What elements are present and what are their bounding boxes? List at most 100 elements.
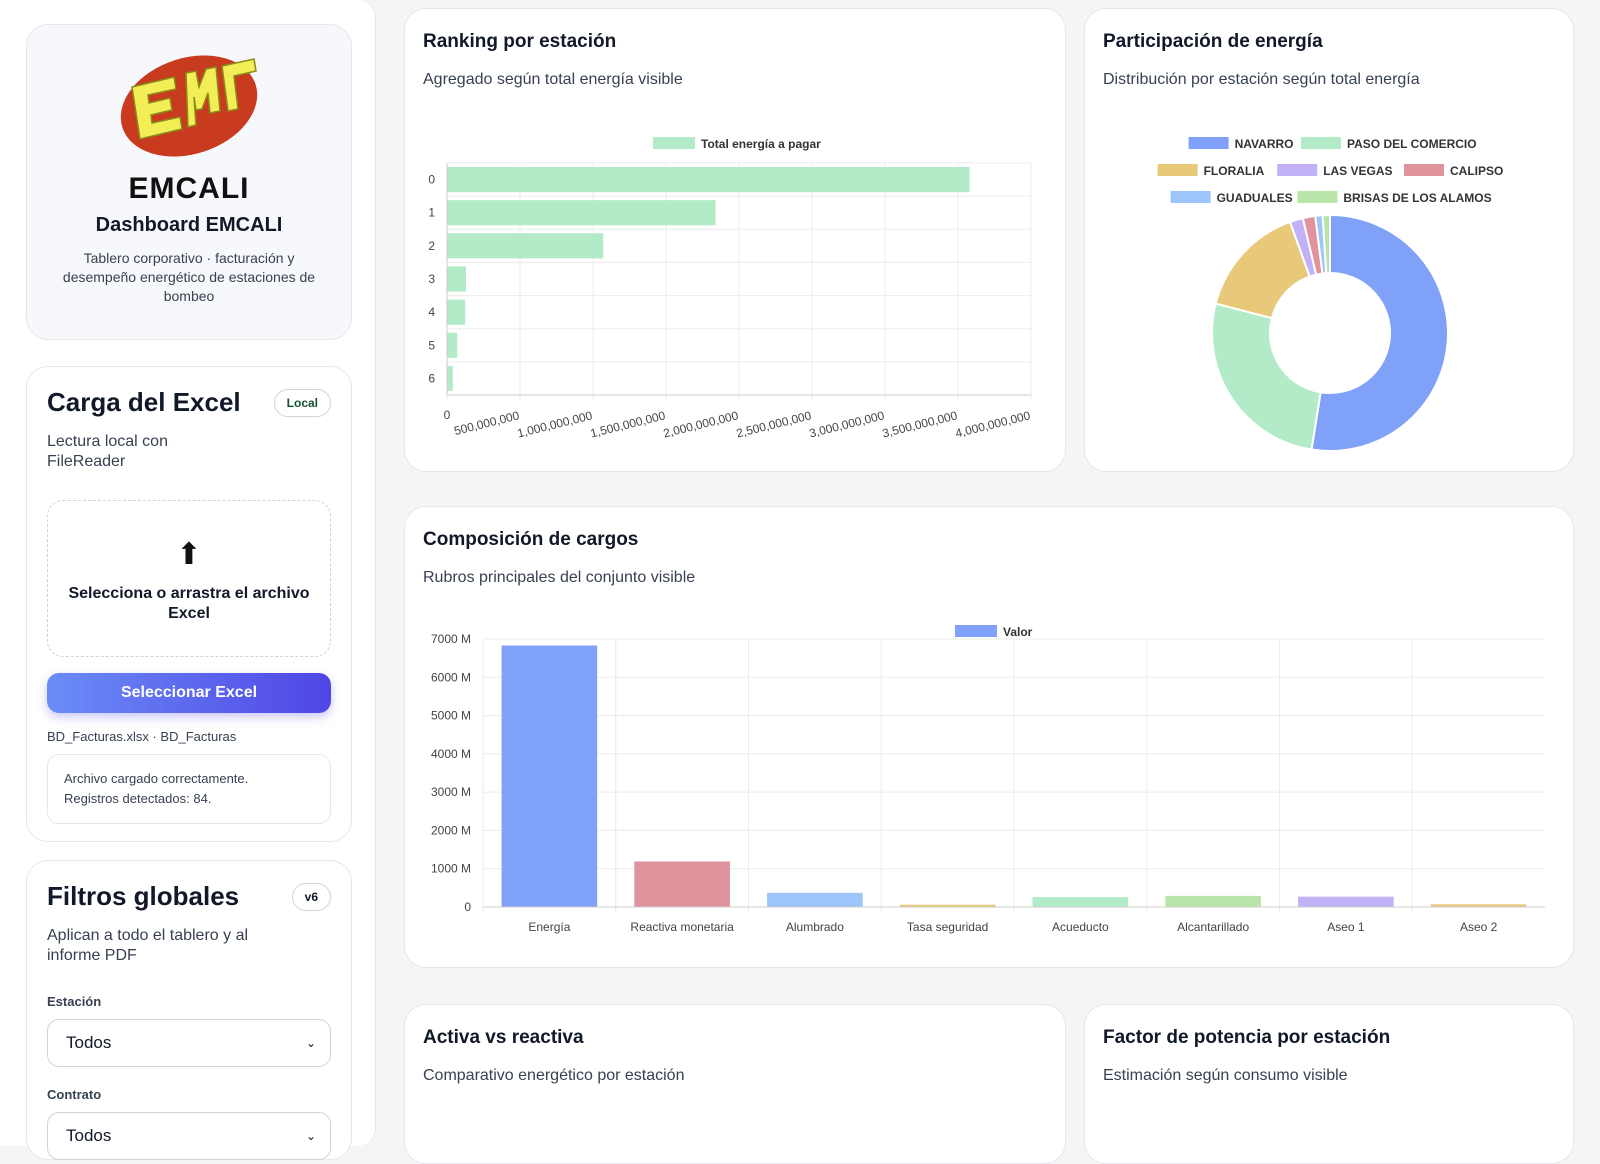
share-subtitle: Distribución por estación según total en…: [1103, 71, 1420, 88]
x-tick-label: Tasa seguridad: [907, 920, 988, 934]
version-badge: v6: [291, 883, 331, 911]
bar: [447, 233, 604, 259]
brand-card: EMCALI Dashboard EMCALI Tablero corporat…: [26, 24, 352, 340]
y-tick-label: 2000 M: [431, 823, 471, 837]
x-tick-label: Alumbrado: [786, 920, 844, 934]
station-label: Estación: [47, 994, 102, 1009]
brand-description: Tablero corporativo · facturación y dese…: [62, 250, 316, 304]
contract-select-value: Todos: [66, 1126, 112, 1145]
y-tick-label: 6: [428, 371, 435, 385]
legend-label: BRISAS DE LOS ALAMOS: [1343, 191, 1491, 205]
y-tick-label: 3: [428, 272, 435, 286]
bar: [1032, 897, 1129, 907]
active-reactive-subtitle: Comparativo energético por estación: [423, 1067, 685, 1084]
x-tick-label: 500,000,000: [453, 408, 521, 438]
y-tick-label: 4000 M: [431, 747, 471, 761]
y-tick-label: 2: [428, 239, 435, 253]
y-tick-label: 1: [428, 206, 435, 220]
upload-subtitle: Lectura local con FileReader: [47, 433, 168, 470]
bar: [501, 645, 598, 907]
upload-status: Archivo cargado correctamente. Registros…: [47, 754, 331, 824]
station-select-value: Todos: [66, 1033, 112, 1052]
legend-swatch: [1277, 164, 1318, 176]
upload-title: Carga del Excel: [47, 387, 241, 417]
select-excel-button[interactable]: Seleccionar Excel: [47, 673, 331, 713]
bar: [767, 892, 863, 907]
pie-slice: [1211, 302, 1322, 451]
active-reactive-panel: Activa vs reactiva Comparativo energétic…: [404, 1004, 1066, 1164]
ranking-title: Ranking por estación: [423, 31, 617, 52]
legend-swatch: [1188, 137, 1229, 149]
active-reactive-title: Activa vs reactiva: [423, 1027, 584, 1048]
x-tick-label: 1,500,000,000: [589, 408, 667, 440]
bar: [899, 904, 996, 907]
logo-text: EMCALI: [128, 172, 250, 205]
upload-arrow-icon: ⬆: [176, 538, 202, 571]
bar: [447, 167, 970, 193]
chevron-down-icon: ⌄: [305, 1036, 316, 1050]
x-tick-label: Alcantarillado: [1177, 920, 1249, 934]
composition-chart: Valor 0 1000 M 2000 M 3000 M 4000 M 5000 M 6000…: [431, 625, 1545, 934]
filters-card: Filtros globales v6 Aplican a todo el ta…: [26, 860, 352, 1160]
bar: [447, 299, 466, 325]
legend-label: LAS VEGAS: [1323, 164, 1392, 178]
filters-subtitle: Aplican a todo el tablero y al informe P…: [47, 927, 249, 964]
sidebar: EMCALI Dashboard EMCALI Tablero corporat…: [0, 0, 376, 1160]
power-factor-panel: Factor de potencia por estación Estimaci…: [1084, 1004, 1574, 1164]
x-tick-label: 0: [444, 408, 451, 422]
legend-label: GUADUALES: [1217, 191, 1293, 205]
status-line-loaded: Archivo cargado correctamente.: [64, 771, 249, 786]
power-factor-title: Factor de potencia por estación: [1103, 1027, 1391, 1048]
contract-label: Contrato: [47, 1087, 102, 1102]
legend-label: Total energía a pagar: [701, 137, 821, 151]
bar: [447, 200, 716, 226]
x-tick-label: 2,000,000,000: [662, 408, 740, 440]
y-tick-label: 4: [428, 305, 435, 319]
y-tick-label: 0: [464, 900, 471, 914]
x-tick-label: 3,000,000,000: [808, 408, 886, 440]
y-tick-label: 1000 M: [431, 862, 471, 876]
x-tick-label: 3,500,000,000: [881, 408, 959, 440]
pie-slice: [1310, 213, 1449, 452]
bar: [1165, 895, 1261, 907]
bar: [447, 332, 458, 358]
dropzone-text: Selecciona o arrastra el archivo Excel: [68, 585, 310, 622]
bar: [1430, 904, 1527, 907]
contract-select[interactable]: Todos ⌄: [47, 1112, 331, 1160]
x-tick-label: Aseo 1: [1327, 920, 1365, 934]
legend-label: PASO DEL COMERCIO: [1347, 137, 1477, 151]
bar: [634, 861, 730, 907]
legend-swatch: [1301, 137, 1341, 149]
x-tick-label: 4,000,000,000: [954, 408, 1032, 440]
y-tick-label: 7000 M: [431, 632, 471, 646]
ranking-panel: Ranking por estación Agregado según tota…: [404, 8, 1066, 472]
upload-card: Carga del Excel Local Lectura local con …: [26, 366, 352, 842]
y-tick-label: 3000 M: [431, 785, 471, 799]
share-panel: Participación de energía Distribución po…: [1084, 8, 1574, 472]
legend-swatch: [1170, 191, 1211, 203]
power-factor-subtitle: Estimación según consumo visible: [1103, 1067, 1348, 1084]
y-tick-label: 6000 M: [431, 670, 471, 684]
file-dropzone[interactable]: ⬆ Selecciona o arrastra el archivo Excel: [47, 500, 331, 657]
brand-title: Dashboard EMCALI: [95, 214, 283, 236]
composition-subtitle: Rubros principales del conjunto visible: [423, 569, 696, 586]
local-badge: Local: [273, 389, 331, 417]
station-select[interactable]: Todos ⌄: [47, 1019, 331, 1067]
y-tick-label: 5000 M: [431, 709, 471, 723]
bar: [1298, 896, 1394, 907]
legend-label: CALIPSO: [1450, 164, 1503, 178]
bar: [447, 266, 466, 292]
x-tick-label: 2,500,000,000: [735, 408, 813, 440]
legend-swatch: [1157, 164, 1198, 176]
legend-label: Valor: [1003, 625, 1033, 639]
x-tick-label: Aseo 2: [1460, 920, 1498, 934]
x-tick-label: Reactiva monetaria: [630, 920, 734, 934]
bar: [447, 365, 453, 391]
legend-label: FLORALIA: [1204, 164, 1265, 178]
filters-title: Filtros globales: [47, 881, 240, 911]
x-tick-label: 1,000,000,000: [516, 408, 594, 440]
status-line-records: Registros detectados: 84.: [64, 791, 212, 806]
composition-panel: Composición de cargos Rubros principales…: [404, 506, 1574, 968]
y-tick-label: 5: [428, 338, 435, 352]
legend-swatch: [955, 625, 997, 637]
